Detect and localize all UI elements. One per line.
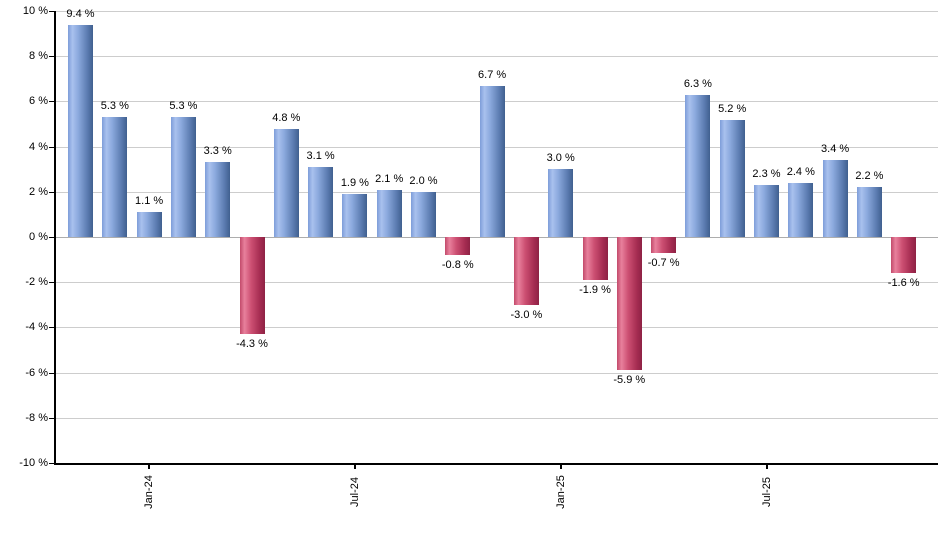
positive-bar bbox=[856, 187, 882, 237]
y-axis-tick bbox=[49, 372, 54, 374]
positive-bar bbox=[548, 169, 574, 237]
gridline bbox=[56, 56, 938, 58]
bar-value-label: 3.0 % bbox=[546, 152, 575, 165]
y-axis-tick bbox=[49, 101, 54, 103]
y-axis-tick bbox=[49, 417, 54, 419]
x-axis-tick bbox=[559, 463, 562, 469]
bar-value-label: 9.4 % bbox=[66, 7, 95, 20]
negative-bar bbox=[513, 237, 539, 305]
gridline bbox=[56, 282, 938, 284]
y-axis-tick-label: -8 % bbox=[25, 411, 48, 424]
y-axis-tick-label: -4 % bbox=[25, 321, 48, 334]
bar-value-label: 1.9 % bbox=[340, 177, 369, 190]
y-axis-tick bbox=[49, 146, 54, 148]
bar-value-label: -5.9 % bbox=[613, 374, 646, 387]
positive-bar bbox=[68, 24, 93, 237]
bar-value-label: 6.3 % bbox=[683, 77, 712, 90]
gridline bbox=[56, 327, 938, 329]
negative-bar bbox=[239, 237, 265, 335]
negative-bar bbox=[891, 237, 917, 274]
bar-value-label: 3.4 % bbox=[821, 143, 850, 156]
y-axis-tick-label: -6 % bbox=[25, 366, 48, 379]
y-axis-tick-label: 6 % bbox=[29, 95, 48, 108]
y-axis-tick bbox=[49, 191, 54, 193]
bar-value-label: 3.1 % bbox=[306, 149, 335, 162]
positive-bar bbox=[102, 117, 128, 237]
bar-value-label: -0.8 % bbox=[441, 259, 474, 272]
negative-bar bbox=[582, 237, 608, 280]
y-axis-tick-label: -10 % bbox=[19, 457, 48, 469]
x-axis-tick-label: Jul-24 bbox=[348, 477, 361, 507]
y-axis-tick bbox=[49, 56, 54, 58]
gridline bbox=[56, 372, 938, 374]
bar-value-label: -0.7 % bbox=[647, 256, 680, 269]
y-axis-tick bbox=[49, 327, 54, 329]
bar-value-label: -1.6 % bbox=[887, 277, 920, 290]
x-axis-tick-label: Jan-25 bbox=[554, 475, 567, 509]
bar-value-label: -4.3 % bbox=[236, 338, 268, 351]
bar-value-label: 1.1 % bbox=[135, 195, 164, 208]
x-axis-tick bbox=[148, 463, 151, 469]
bar-value-label: 2.3 % bbox=[752, 168, 781, 180]
y-axis-tick bbox=[49, 282, 54, 284]
positive-bar bbox=[136, 212, 162, 237]
bar-value-label: 3.3 % bbox=[203, 145, 232, 158]
zero-gridline bbox=[56, 237, 938, 238]
negative-bar bbox=[445, 237, 471, 256]
positive-bar bbox=[822, 160, 848, 237]
bar-value-label: -3.0 % bbox=[510, 308, 543, 321]
y-axis-tick-label: 10 % bbox=[22, 5, 48, 17]
positive-bar bbox=[376, 189, 402, 237]
x-axis-tick-label: Jan-24 bbox=[143, 475, 156, 509]
bar-value-label: 5.2 % bbox=[718, 102, 747, 115]
positive-bar bbox=[754, 185, 779, 237]
bar-value-label: 4.8 % bbox=[272, 111, 301, 124]
negative-bar bbox=[616, 237, 642, 371]
y-axis-tick-label: 2 % bbox=[29, 185, 48, 198]
bar-value-label: 2.1 % bbox=[375, 172, 404, 185]
bar-value-label: 2.4 % bbox=[786, 165, 815, 178]
positive-bar bbox=[719, 119, 745, 237]
positive-bar bbox=[342, 194, 368, 237]
y-axis-tick-label: 4 % bbox=[29, 140, 48, 153]
y-axis-line bbox=[54, 11, 56, 465]
positive-bar bbox=[170, 117, 196, 237]
positive-bar bbox=[685, 94, 711, 237]
gridline bbox=[56, 417, 938, 419]
bar-value-label: 6.7 % bbox=[478, 68, 507, 81]
bar-value-label: 2.2 % bbox=[855, 170, 884, 183]
y-axis-tick-label: 0 % bbox=[29, 231, 48, 243]
gridline bbox=[56, 11, 938, 12]
x-axis-tick bbox=[353, 463, 356, 469]
positive-bar bbox=[788, 182, 814, 237]
positive-bar bbox=[273, 128, 299, 237]
y-axis-tick bbox=[49, 237, 54, 238]
bar-value-label: 5.3 % bbox=[169, 100, 198, 113]
positive-bar bbox=[479, 85, 505, 237]
y-axis-tick-label: -2 % bbox=[25, 276, 48, 289]
y-axis-tick bbox=[49, 463, 54, 464]
bar-value-label: -1.9 % bbox=[579, 283, 611, 296]
positive-bar bbox=[411, 191, 436, 237]
bar-value-label: 2.0 % bbox=[409, 174, 438, 187]
x-axis-tick bbox=[765, 463, 768, 469]
bar-value-label: 5.3 % bbox=[100, 100, 129, 113]
positive-bar bbox=[205, 162, 231, 237]
positive-bar bbox=[308, 166, 334, 237]
y-axis-tick-label: 8 % bbox=[29, 50, 48, 63]
y-axis-tick bbox=[49, 11, 54, 12]
negative-bar bbox=[651, 237, 677, 253]
x-axis-line bbox=[54, 463, 938, 465]
x-axis-tick-label: Jul-25 bbox=[760, 477, 773, 507]
